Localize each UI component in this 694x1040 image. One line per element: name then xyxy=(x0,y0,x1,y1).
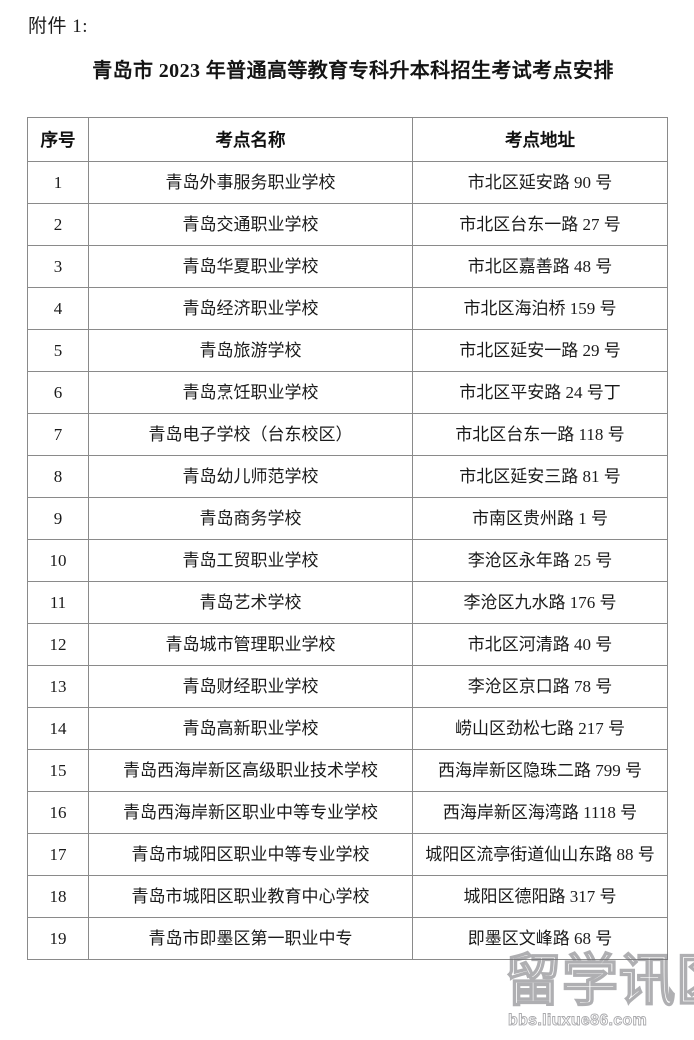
table-body: 1 青岛外事服务职业学校 市北区延安路 90 号 2 青岛交通职业学校 市北区台东一路 2… xyxy=(27,161,668,960)
table-row: 14 青岛高新职业学校 崂山区劲松七路 217 号 xyxy=(27,707,668,750)
cell-site-address: 市北区平安路 24 号丁 xyxy=(412,371,668,414)
column-header-index: 序号 xyxy=(27,117,89,162)
cell-site-name: 青岛外事服务职业学校 xyxy=(88,161,413,204)
cell-index: 14 xyxy=(27,707,89,750)
cell-site-name: 青岛财经职业学校 xyxy=(88,665,413,708)
cell-site-name: 青岛烹饪职业学校 xyxy=(88,371,413,414)
cell-site-address: 市北区海泊桥 159 号 xyxy=(412,287,668,330)
cell-index: 3 xyxy=(27,245,89,288)
cell-index: 1 xyxy=(27,161,89,204)
table-row: 4 青岛经济职业学校 市北区海泊桥 159 号 xyxy=(27,287,668,330)
cell-site-name: 青岛电子学校（台东校区） xyxy=(88,413,413,456)
cell-index: 12 xyxy=(27,623,89,666)
cell-site-name: 青岛西海岸新区职业中等专业学校 xyxy=(88,791,413,834)
table-row: 17 青岛市城阳区职业中等专业学校 城阳区流亭街道仙山东路 88 号 xyxy=(27,833,668,876)
table-row: 13 青岛财经职业学校 李沧区京口路 78 号 xyxy=(27,665,668,708)
cell-index: 4 xyxy=(27,287,89,330)
exam-sites-table: 序号 考点名称 考点地址 1 青岛外事服务职业学校 市北区延安路 90 号 2 青岛交通… xyxy=(27,117,668,960)
cell-site-name: 青岛西海岸新区高级职业技术学校 xyxy=(88,749,413,792)
cell-site-name: 青岛城市管理职业学校 xyxy=(88,623,413,666)
cell-index: 13 xyxy=(27,665,89,708)
cell-site-name: 青岛工贸职业学校 xyxy=(88,539,413,582)
watermark-marks: 留学讯区 xyxy=(504,949,694,1012)
cell-site-address: 李沧区京口路 78 号 xyxy=(412,665,668,708)
cell-site-address: 市北区延安一路 29 号 xyxy=(412,329,668,372)
table-row: 12 青岛城市管理职业学校 市北区河清路 40 号 xyxy=(27,623,668,666)
cell-index: 9 xyxy=(27,497,89,540)
cell-site-address: 市北区延安三路 81 号 xyxy=(412,455,668,498)
cell-site-address: 西海岸新区隐珠二路 799 号 xyxy=(412,749,668,792)
table-row: 6 青岛烹饪职业学校 市北区平安路 24 号丁 xyxy=(27,371,668,414)
cell-site-address: 市南区贵州路 1 号 xyxy=(412,497,668,540)
cell-index: 17 xyxy=(27,833,89,876)
column-header-address: 考点地址 xyxy=(412,117,668,162)
table-row: 18 青岛市城阳区职业教育中心学校 城阳区德阳路 317 号 xyxy=(27,875,668,918)
table-row: 1 青岛外事服务职业学校 市北区延安路 90 号 xyxy=(27,161,668,204)
cell-site-name: 青岛商务学校 xyxy=(88,497,413,540)
cell-site-address: 城阳区德阳路 317 号 xyxy=(412,875,668,918)
cell-site-address: 李沧区永年路 25 号 xyxy=(412,539,668,582)
table-row: 9 青岛商务学校 市南区贵州路 1 号 xyxy=(27,497,668,540)
cell-site-address: 李沧区九水路 176 号 xyxy=(412,581,668,624)
site-watermark: 留学讯区 bbs.liuxue86.com xyxy=(504,949,694,1036)
cell-site-name: 青岛市即墨区第一职业中专 xyxy=(88,917,413,960)
cell-site-address: 城阳区流亭街道仙山东路 88 号 xyxy=(412,833,668,876)
page-title: 青岛市 2023 年普通高等教育专科升本科招生考试考点安排 xyxy=(92,60,614,82)
table-row: 15 青岛西海岸新区高级职业技术学校 西海岸新区隐珠二路 799 号 xyxy=(27,749,668,792)
cell-site-address: 市北区河清路 40 号 xyxy=(412,623,668,666)
cell-site-address: 市北区台东一路 27 号 xyxy=(412,203,668,246)
cell-site-name: 青岛高新职业学校 xyxy=(88,707,413,750)
column-header-name: 考点名称 xyxy=(88,117,413,162)
cell-site-address: 西海岸新区海湾路 1118 号 xyxy=(412,791,668,834)
cell-index: 19 xyxy=(27,917,89,960)
cell-index: 5 xyxy=(27,329,89,372)
cell-index: 6 xyxy=(27,371,89,414)
cell-site-address: 市北区延安路 90 号 xyxy=(412,161,668,204)
watermark-url: bbs.liuxue86.com xyxy=(508,1012,648,1030)
table-row: 10 青岛工贸职业学校 李沧区永年路 25 号 xyxy=(27,539,668,582)
table-row: 8 青岛幼儿师范学校 市北区延安三路 81 号 xyxy=(27,455,668,498)
table-row: 7 青岛电子学校（台东校区） 市北区台东一路 118 号 xyxy=(27,413,668,456)
table-row: 11 青岛艺术学校 李沧区九水路 176 号 xyxy=(27,581,668,624)
table-row: 3 青岛华夏职业学校 市北区嘉善路 48 号 xyxy=(27,245,668,288)
cell-index: 15 xyxy=(27,749,89,792)
cell-site-name: 青岛市城阳区职业教育中心学校 xyxy=(88,875,413,918)
cell-site-name: 青岛经济职业学校 xyxy=(88,287,413,330)
table-row: 16 青岛西海岸新区职业中等专业学校 西海岸新区海湾路 1118 号 xyxy=(27,791,668,834)
cell-site-address: 市北区嘉善路 48 号 xyxy=(412,245,668,288)
cell-site-name: 青岛旅游学校 xyxy=(88,329,413,372)
exam-sites-table-wrapper: 序号 考点名称 考点地址 1 青岛外事服务职业学校 市北区延安路 90 号 2 青岛交通… xyxy=(27,117,668,960)
cell-index: 10 xyxy=(27,539,89,582)
cell-site-name: 青岛幼儿师范学校 xyxy=(88,455,413,498)
table-row: 5 青岛旅游学校 市北区延安一路 29 号 xyxy=(27,329,668,372)
table-header-row: 序号 考点名称 考点地址 xyxy=(27,117,668,162)
table-row: 19 青岛市即墨区第一职业中专 即墨区文峰路 68 号 xyxy=(27,917,668,960)
cell-site-address: 即墨区文峰路 68 号 xyxy=(412,917,668,960)
table-row: 2 青岛交通职业学校 市北区台东一路 27 号 xyxy=(27,203,668,246)
cell-site-address: 崂山区劲松七路 217 号 xyxy=(412,707,668,750)
cell-site-name: 青岛市城阳区职业中等专业学校 xyxy=(88,833,413,876)
cell-index: 2 xyxy=(27,203,89,246)
cell-index: 8 xyxy=(27,455,89,498)
attachment-label: 附件 1: xyxy=(28,16,89,37)
cell-site-address: 市北区台东一路 118 号 xyxy=(412,413,668,456)
table-header: 序号 考点名称 考点地址 xyxy=(27,117,668,162)
cell-site-name: 青岛华夏职业学校 xyxy=(88,245,413,288)
cell-index: 7 xyxy=(27,413,89,456)
cell-site-name: 青岛交通职业学校 xyxy=(88,203,413,246)
cell-site-name: 青岛艺术学校 xyxy=(88,581,413,624)
cell-index: 16 xyxy=(27,791,89,834)
cell-index: 11 xyxy=(27,581,89,624)
cell-index: 18 xyxy=(27,875,89,918)
